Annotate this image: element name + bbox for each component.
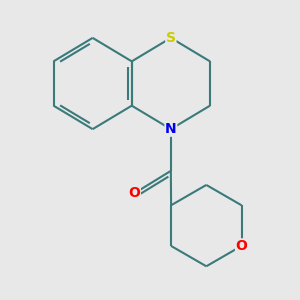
Text: S: S [166,31,176,45]
Text: O: O [236,239,247,253]
Text: N: N [165,122,177,136]
Text: O: O [128,186,140,200]
